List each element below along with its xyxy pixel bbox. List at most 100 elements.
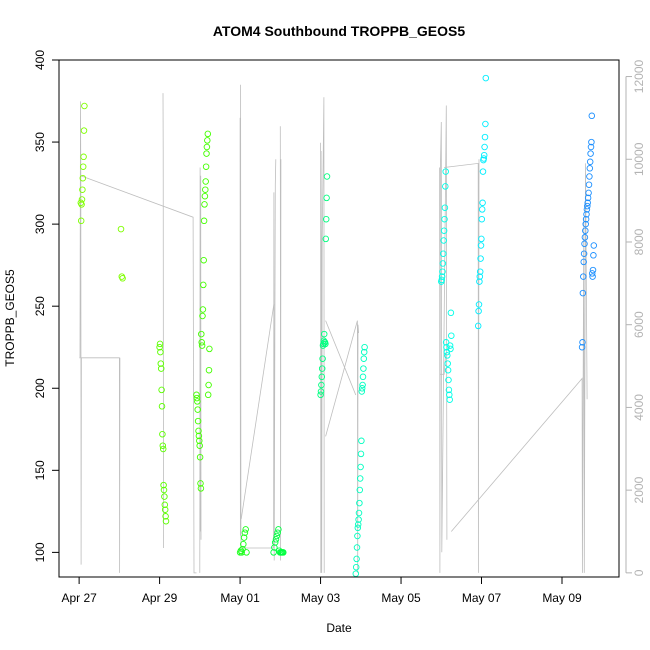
data-point	[354, 532, 361, 540]
data-point	[196, 442, 203, 449]
data-point	[353, 555, 360, 563]
x-tick-label: May 09	[542, 591, 582, 605]
data-point	[480, 155, 488, 162]
data-point	[242, 526, 249, 533]
data-point	[117, 225, 125, 233]
data-point	[578, 343, 586, 351]
data-point	[356, 486, 364, 494]
data-point	[360, 365, 367, 372]
data-point	[198, 339, 205, 346]
data-point	[202, 186, 209, 193]
data-point	[203, 143, 211, 151]
data-point	[358, 388, 366, 395]
data-point	[447, 345, 454, 353]
data-point	[353, 544, 361, 551]
right-tick-label: 10000	[632, 142, 646, 176]
data-point	[354, 524, 362, 532]
data-point	[319, 355, 326, 362]
data-point	[320, 340, 327, 348]
data-point	[586, 173, 593, 180]
y-tick-label: 400	[33, 50, 47, 70]
x-axis: Apr 27 Apr 29 May 01 May 03 May 05 May 07 May …	[61, 576, 582, 605]
y-tick-label: 100	[33, 542, 47, 562]
data-point	[240, 534, 248, 541]
data-point	[158, 403, 166, 410]
data-point	[77, 217, 85, 225]
data-point	[590, 252, 597, 259]
altitude-line	[199, 167, 202, 573]
data-point	[200, 281, 207, 289]
altitude-line	[325, 320, 359, 573]
altitude-line	[444, 159, 480, 573]
data-point	[320, 330, 328, 338]
data-point	[322, 340, 329, 348]
altitude-line	[279, 126, 282, 561]
data-point	[583, 211, 590, 218]
y-tick-label: 300	[33, 214, 47, 234]
data-point	[197, 485, 205, 492]
data-point	[196, 437, 203, 445]
data-point	[204, 137, 211, 144]
data-point	[580, 273, 587, 280]
data-point	[162, 513, 169, 520]
data-point	[79, 163, 87, 170]
data-point	[582, 220, 589, 228]
x-tick-label: May 03	[301, 591, 341, 605]
data-point	[443, 343, 450, 351]
data-point	[588, 270, 596, 277]
data-point	[162, 517, 170, 525]
data-point	[581, 234, 589, 241]
data-point	[80, 127, 88, 134]
data-point	[580, 258, 587, 266]
data-point	[357, 450, 365, 458]
data-point	[78, 201, 85, 208]
right-tick-label: 12000	[632, 59, 646, 93]
altitude-line	[440, 353, 447, 375]
data-point	[441, 204, 449, 211]
altitude-line	[79, 101, 121, 573]
data-point	[476, 268, 484, 275]
data-point	[272, 536, 280, 543]
data-point	[238, 549, 245, 556]
data-point	[202, 163, 210, 170]
data-point	[354, 521, 362, 528]
data-point	[355, 516, 362, 523]
data-point	[160, 481, 167, 489]
data-point	[440, 227, 448, 234]
data-point	[360, 355, 368, 362]
data-point	[202, 178, 209, 185]
data-point	[197, 480, 204, 487]
data-point	[477, 255, 484, 262]
data-point	[317, 388, 325, 395]
altitude-line	[240, 303, 275, 520]
data-point	[475, 301, 483, 308]
data-point	[446, 391, 453, 399]
right-tick-label: 8000	[632, 228, 646, 255]
data-point	[476, 273, 484, 280]
data-point	[589, 273, 596, 280]
data-point	[359, 373, 367, 381]
data-point	[161, 493, 168, 500]
data-point	[441, 215, 448, 223]
data-point	[273, 532, 281, 540]
data-point	[478, 235, 485, 243]
data-point	[445, 386, 453, 394]
data-point	[479, 168, 487, 175]
data-point	[439, 268, 446, 275]
data-points	[77, 74, 598, 577]
data-point	[161, 506, 169, 513]
right-tick-label: 0	[632, 569, 646, 576]
data-point	[584, 199, 591, 207]
data-point	[585, 189, 592, 197]
altitude-line	[239, 84, 277, 561]
data-point	[323, 194, 330, 202]
data-point	[79, 186, 86, 193]
altitude-line	[162, 93, 164, 549]
data-point	[160, 486, 168, 494]
data-point	[359, 381, 366, 389]
data-point	[446, 342, 454, 349]
data-point	[356, 499, 363, 507]
data-point	[206, 345, 213, 353]
data-point	[584, 194, 592, 202]
data-point	[199, 306, 207, 313]
